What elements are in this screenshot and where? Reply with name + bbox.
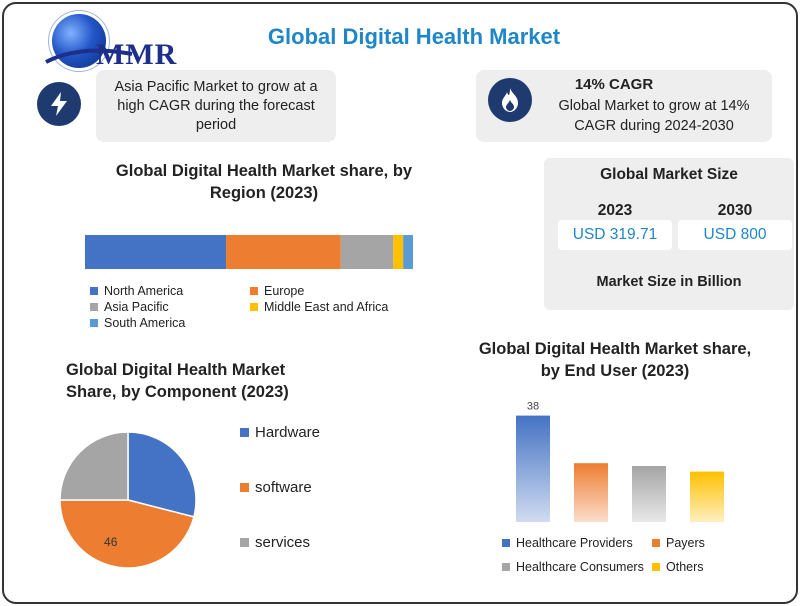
- legend-swatch: [502, 563, 510, 571]
- legend-label: Healthcare Consumers: [516, 560, 644, 574]
- pie-slice-software: [59, 499, 195, 569]
- callout-asia-pacific: [96, 70, 336, 142]
- globe-logo-icon: [52, 14, 106, 68]
- flame-icon: [488, 78, 532, 122]
- legend-item-healthcare-providers: Healthcare Providers: [502, 536, 633, 550]
- legend-item-europe: Europe: [250, 284, 304, 298]
- legend-label: Europe: [264, 284, 305, 298]
- callout-left-text: Asia Pacific Market to grow at a high CA…: [114, 79, 318, 133]
- legend-label: software: [255, 479, 312, 496]
- cagr-text: Global Market to grow at 14% CAGR during…: [558, 98, 750, 134]
- legend-item-asia-pacific: Asia Pacific: [90, 300, 169, 314]
- legend-label: Asia Pacific: [104, 300, 169, 314]
- legend-item-middle-east-and-africa: Middle East and Africa: [250, 300, 388, 314]
- legend-item-south-america: South America: [90, 316, 185, 330]
- bar-others: [690, 471, 724, 522]
- cagr-title: 14% CAGR: [574, 76, 654, 93]
- brand-logo-text: MMR: [96, 38, 178, 71]
- bar-healthcare-providers: [516, 415, 550, 522]
- legend-label: Healthcare Providers: [516, 536, 633, 550]
- region-bar-segment-south-america: [403, 235, 413, 269]
- legend-label: Middle East and Africa: [264, 300, 389, 314]
- legend-item-software: software: [240, 479, 312, 496]
- legend-label: services: [255, 534, 311, 551]
- enduser-legend: Healthcare Providers Payers Healthcare Con…: [502, 536, 762, 580]
- legend-swatch: [652, 539, 660, 547]
- pie-data-label: 46: [104, 535, 118, 549]
- market-size-note: Market Size in Billion: [596, 274, 742, 290]
- legend-label: Others: [666, 560, 704, 574]
- legend-swatch: [240, 483, 249, 492]
- value-2030: USD 800: [678, 220, 792, 250]
- legend-swatch: [250, 287, 258, 295]
- legend-item-services: services: [240, 534, 310, 551]
- pie-slice-hardware: [127, 431, 197, 518]
- region-bar-segment-europe: [226, 235, 341, 269]
- year-2030-label: 2030: [717, 202, 753, 219]
- legend-swatch: [502, 539, 510, 547]
- lightning-bolt-icon: [37, 82, 81, 126]
- market-size-title: Global Market Size: [600, 166, 738, 183]
- component-chart-title: Global Digital Health Market Share, by C…: [66, 361, 289, 401]
- legend-swatch: [240, 428, 249, 437]
- legend-swatch: [90, 319, 98, 327]
- enduser-bar-chart: 38: [516, 401, 724, 522]
- value-2023: USD 319.71: [558, 220, 672, 250]
- page-title: Global Digital Health Market: [267, 24, 561, 49]
- legend-item-north-america: North America: [90, 284, 183, 298]
- region-stacked-bar-chart: [85, 235, 413, 269]
- bar-payers: [574, 463, 608, 522]
- region-bar-segment-middle-east-and-africa: [393, 235, 404, 269]
- legend-label: North America: [104, 284, 184, 298]
- legend-item-healthcare-consumers: Healthcare Consumers: [502, 560, 644, 574]
- legend-swatch: [652, 563, 660, 571]
- year-2023-label: 2023: [597, 202, 633, 219]
- legend-label: South America: [104, 316, 186, 330]
- legend-item-others: Others: [652, 560, 704, 574]
- region-legend: North America Europe Asia Pacific Middle Ea…: [90, 284, 450, 334]
- region-bar-segment-asia-pacific: [340, 235, 394, 269]
- region-chart-title: Global Digital Health Market share, by R…: [115, 162, 413, 202]
- legend-item-hardware: Hardware: [240, 424, 320, 441]
- legend-item-payers: Payers: [652, 536, 705, 550]
- component-pie-chart: 46: [59, 431, 197, 569]
- logo-swoosh-icon: [45, 48, 133, 64]
- component-legend: Hardware software services: [240, 424, 360, 564]
- enduser-chart-title: Global Digital Health Market share, by E…: [478, 340, 752, 380]
- bar-healthcare-consumers: [632, 466, 666, 522]
- legend-label: Payers: [666, 536, 705, 550]
- legend-swatch: [240, 538, 249, 547]
- legend-label: Hardware: [255, 424, 321, 441]
- pie-slice-services: [59, 431, 129, 501]
- legend-swatch: [90, 287, 98, 295]
- bar-data-label: 38: [527, 401, 539, 413]
- region-bar-segment-north-america: [85, 235, 227, 269]
- legend-swatch: [250, 303, 258, 311]
- legend-swatch: [90, 303, 98, 311]
